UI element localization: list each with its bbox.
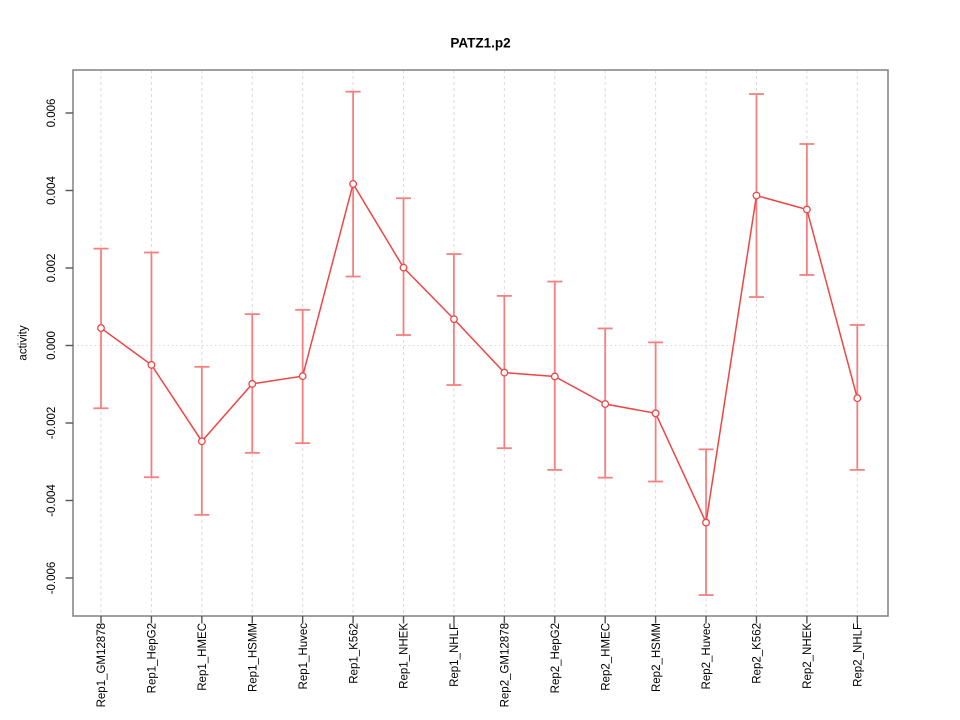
data-point (147, 360, 156, 369)
data-point (651, 409, 660, 418)
data-point (550, 372, 559, 381)
y-axis-ticks (65, 112, 73, 579)
plot-frame (72, 69, 889, 617)
x-tick-label: Rep1_K562 (348, 623, 360, 684)
x-tick-label: Rep2_NHLF (853, 623, 865, 687)
y-tick-label: 0.000 (46, 331, 58, 360)
x-tick-label: Rep2_Huvec (701, 623, 713, 690)
x-tick-label: Rep1_HepG2 (147, 623, 159, 693)
x-tick-label: Rep1_HMEC (197, 623, 209, 691)
error-bars (93, 90, 865, 596)
y-tick-label: -0.006 (46, 562, 58, 595)
x-tick-label: Rep2_GM12878 (500, 623, 512, 707)
x-axis-ticks (100, 616, 858, 624)
x-tick-label: Rep1_Huvec (298, 623, 310, 690)
series-polyline (100, 182, 859, 526)
x-tick-labels: Rep1_GM12878 Rep1_HepG2 Rep1_HMEC Rep1_HSMM… (96, 623, 864, 708)
x-tick-label: Rep1_HSMM (247, 623, 259, 692)
x-tick-label: Rep1_NHLF (449, 623, 461, 687)
data-point (802, 205, 811, 214)
x-tick-label: Rep1_GM12878 (96, 623, 108, 707)
x-tick-label: Rep1_NHEK (399, 623, 411, 689)
y-tick-label: 0.002 (46, 254, 58, 283)
y-tick-label: 0.006 (46, 99, 58, 128)
y-tick-label: 0.004 (46, 176, 58, 205)
chart-title: PATZ1.p2 (450, 36, 510, 51)
y-axis-label: activity (18, 325, 30, 360)
data-point (853, 394, 862, 403)
x-tick-label: Rep2_HMEC (600, 623, 612, 691)
data-point (752, 191, 761, 200)
x-tick-label: Rep2_HepG2 (550, 623, 562, 693)
y-tick-label: -0.004 (46, 484, 58, 517)
y-tick-labels: 0.006 0.004 0.002 0.000 -0.002 -0.004 -0.006 (46, 99, 58, 595)
x-tick-label: Rep2_NHEK (802, 623, 814, 689)
data-point (449, 315, 458, 324)
data-point (399, 263, 408, 272)
data-point-markers (97, 179, 862, 527)
series-line (100, 182, 859, 526)
data-point (97, 324, 105, 333)
data-point (349, 179, 358, 188)
x-tick-label: Rep2_HSMM (651, 623, 663, 692)
data-point (197, 437, 206, 446)
data-point (298, 372, 307, 381)
data-point (601, 400, 610, 408)
data-point (248, 379, 257, 388)
y-tick-label: -0.002 (46, 407, 58, 440)
x-tick-label: Rep2_K562 (752, 623, 764, 684)
data-point (702, 518, 710, 527)
data-point (500, 368, 509, 377)
vertical-gridlines (100, 70, 858, 616)
